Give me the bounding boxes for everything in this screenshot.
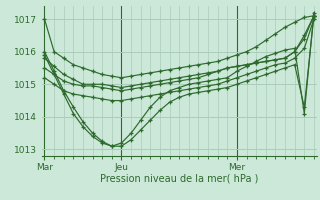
X-axis label: Pression niveau de la mer( hPa ): Pression niveau de la mer( hPa ) <box>100 173 258 183</box>
